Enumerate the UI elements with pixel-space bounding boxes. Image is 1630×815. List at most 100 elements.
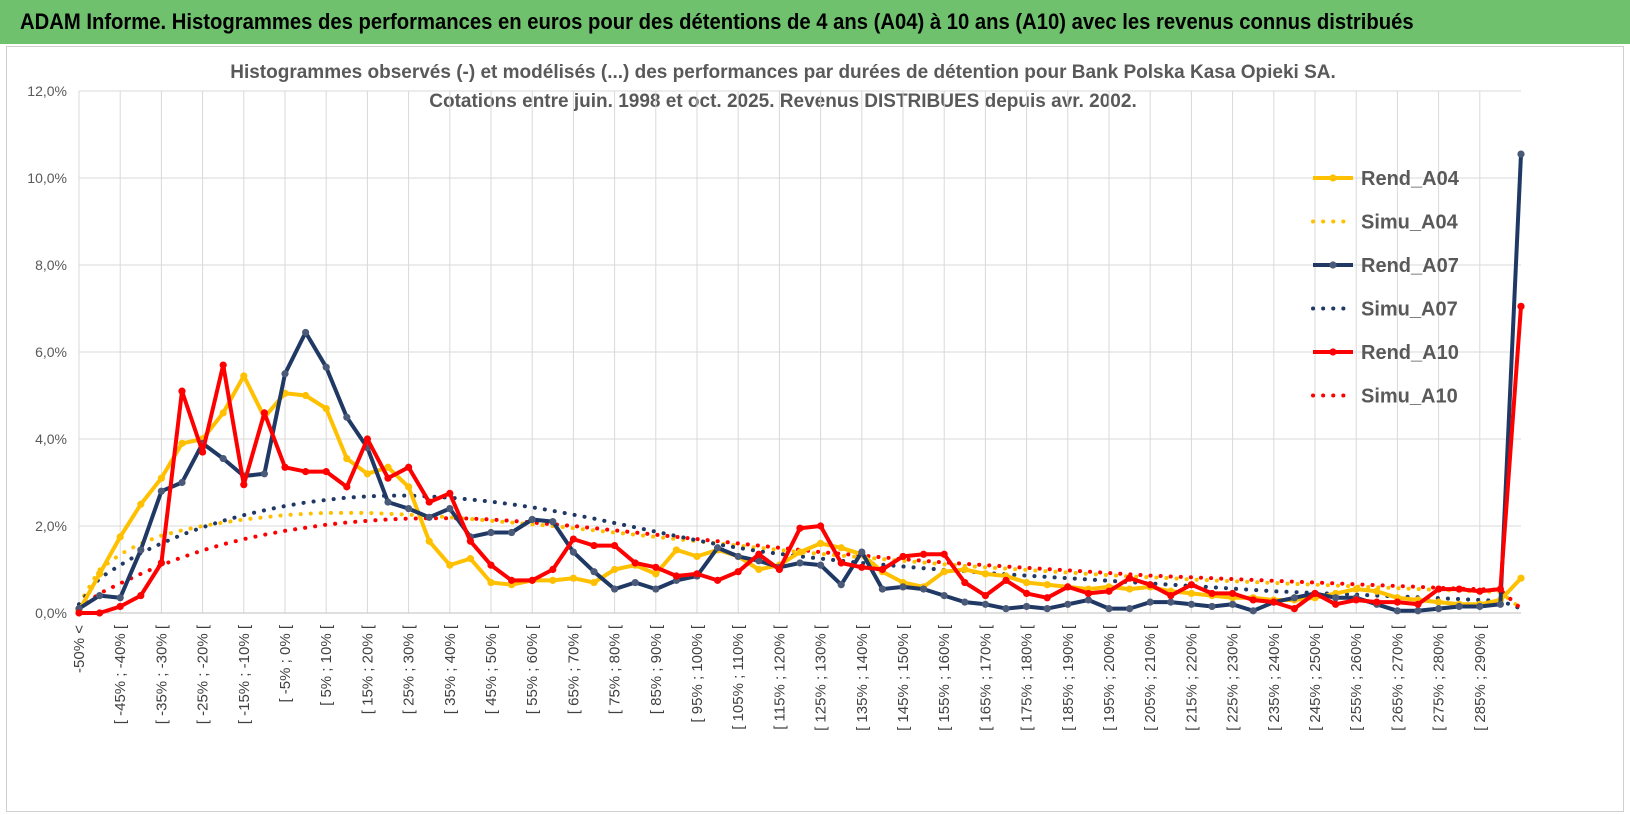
point-Rend_A07 bbox=[425, 513, 433, 521]
point-Rend_A07 bbox=[96, 592, 104, 600]
x-tick-label: [ 55% ; 60% [ bbox=[524, 624, 541, 714]
point-Rend_A07 bbox=[322, 363, 330, 371]
legend-marker-Rend_A07 bbox=[1329, 261, 1337, 269]
point-Rend_A04 bbox=[384, 463, 392, 471]
point-Rend_A04 bbox=[178, 439, 186, 447]
x-tick-label: [ 135% ; 140% [ bbox=[854, 624, 871, 731]
x-tick-label: [ 205% ; 210% [ bbox=[1142, 624, 1159, 731]
y-tick-label: 12,0% bbox=[27, 83, 67, 99]
point-Rend_A07 bbox=[1084, 596, 1092, 604]
point-Rend_A10 bbox=[899, 552, 907, 561]
point-Rend_A10 bbox=[1373, 598, 1381, 606]
point-Rend_A10 bbox=[1084, 589, 1092, 598]
point-Rend_A07 bbox=[178, 478, 186, 487]
point-Rend_A07 bbox=[384, 498, 392, 506]
point-Rend_A07 bbox=[446, 505, 454, 513]
x-tick-label: [ 25% ; 30% [ bbox=[401, 624, 418, 714]
point-Rend_A04 bbox=[693, 552, 701, 561]
point-Rend_A04 bbox=[219, 409, 227, 417]
point-Rend_A10 bbox=[508, 576, 516, 584]
x-tick-label: [ 115% ; 120% [ bbox=[771, 624, 788, 730]
x-tick-label: [ 255% ; 260% [ bbox=[1348, 624, 1365, 731]
point-Rend_A07 bbox=[981, 600, 990, 608]
point-Rend_A07 bbox=[878, 585, 887, 593]
point-Rend_A04 bbox=[240, 372, 248, 380]
point-Rend_A10 bbox=[1146, 581, 1154, 589]
point-Rend_A10 bbox=[405, 463, 413, 471]
point-Rend_A07 bbox=[405, 505, 413, 513]
point-Rend_A10 bbox=[878, 565, 887, 574]
point-Rend_A07 bbox=[1064, 600, 1072, 608]
legend-marker-Rend_A04 bbox=[1329, 174, 1337, 182]
x-tick-label: [ 95% ; 100% [ bbox=[689, 624, 706, 722]
point-Rend_A07 bbox=[590, 568, 598, 576]
y-tick-label: 6,0% bbox=[35, 344, 67, 360]
point-Rend_A04 bbox=[96, 570, 104, 578]
point-Rend_A07 bbox=[611, 585, 619, 593]
point-Rend_A04 bbox=[569, 574, 578, 582]
legend: Rend_A04 Simu_A04 Rend_A07 Simu_A07 Rend_A10… bbox=[1311, 168, 1460, 408]
point-Rend_A10 bbox=[1167, 592, 1175, 600]
point-Rend_A04 bbox=[487, 578, 495, 587]
point-Rend_A10 bbox=[199, 448, 207, 456]
point-Rend_A07 bbox=[631, 578, 639, 587]
point-Rend_A10 bbox=[446, 489, 454, 497]
point-Rend_A04 bbox=[137, 500, 145, 508]
point-Rend_A04 bbox=[1373, 587, 1381, 595]
legend-marker-Rend_A10 bbox=[1329, 348, 1337, 356]
point-Rend_A07 bbox=[920, 585, 928, 593]
point-Rend_A04 bbox=[157, 474, 165, 482]
point-Rend_A07 bbox=[940, 592, 948, 600]
point-Rend_A07 bbox=[549, 518, 557, 526]
point-Rend_A07 bbox=[260, 470, 268, 478]
point-Rend_A10 bbox=[219, 361, 227, 369]
x-tick-label: [ 185% ; 190% [ bbox=[1060, 624, 1077, 731]
point-Rend_A07 bbox=[116, 594, 124, 602]
point-Rend_A10 bbox=[1476, 587, 1484, 595]
point-Rend_A10 bbox=[157, 559, 165, 567]
point-Rend_A10 bbox=[693, 570, 701, 578]
point-Rend_A10 bbox=[1105, 587, 1113, 595]
point-Rend_A10 bbox=[611, 541, 619, 550]
y-tick-label: 10,0% bbox=[27, 170, 67, 186]
point-Rend_A10 bbox=[714, 576, 722, 584]
point-Rend_A07 bbox=[1455, 602, 1463, 611]
point-Rend_A10 bbox=[1311, 589, 1319, 598]
point-Rend_A10 bbox=[116, 602, 124, 611]
y-axis: 0,0% 2,0% 4,0% 6,0% 8,0% 10,0% 12,0% bbox=[27, 83, 67, 621]
x-tick-label: [ 235% ; 240% [ bbox=[1266, 624, 1283, 731]
point-Rend_A10 bbox=[1043, 594, 1051, 602]
x-tick-label: [ 45% ; 50% [ bbox=[483, 624, 500, 714]
point-Rend_A10 bbox=[322, 468, 330, 476]
point-Rend_A10 bbox=[1290, 605, 1298, 613]
point-Rend_A04 bbox=[343, 454, 351, 463]
x-tick-label: [ 225% ; 230% [ bbox=[1225, 624, 1242, 731]
point-Rend_A10 bbox=[961, 578, 969, 587]
point-Rend_A07 bbox=[755, 557, 763, 565]
point-Rend_A07 bbox=[528, 515, 536, 524]
point-Rend_A04 bbox=[981, 570, 990, 578]
point-Rend_A07 bbox=[508, 528, 516, 537]
point-Rend_A04 bbox=[405, 483, 413, 491]
x-tick-label: [ 285% ; 290% [ bbox=[1472, 624, 1489, 731]
point-Rend_A07 bbox=[652, 585, 660, 593]
x-tick-label: [ 215% ; 220% [ bbox=[1183, 624, 1200, 731]
legend-label-Simu_A10: Simu_A10 bbox=[1361, 386, 1458, 408]
point-Rend_A07 bbox=[714, 544, 722, 552]
point-Rend_A10 bbox=[920, 550, 928, 558]
point-Rend_A04 bbox=[837, 544, 845, 552]
point-Rend_A10 bbox=[281, 463, 289, 471]
point-Rend_A04 bbox=[322, 404, 330, 413]
point-Rend_A04 bbox=[446, 561, 454, 569]
point-Rend_A10 bbox=[487, 561, 495, 569]
y-tick-label: 8,0% bbox=[35, 257, 67, 273]
chart-title-line2: Cotations entre juin. 1998 et oct. 2025.… bbox=[429, 91, 1136, 112]
point-Rend_A10 bbox=[1414, 600, 1422, 608]
point-Rend_A04 bbox=[1023, 578, 1031, 587]
point-Rend_A07 bbox=[487, 528, 495, 537]
point-Rend_A10 bbox=[260, 409, 268, 417]
point-Rend_A07 bbox=[1414, 607, 1422, 615]
point-Rend_A07 bbox=[1023, 602, 1031, 611]
point-Rend_A10 bbox=[1455, 585, 1463, 593]
x-tick-label: [ 145% ; 150% [ bbox=[895, 624, 912, 731]
